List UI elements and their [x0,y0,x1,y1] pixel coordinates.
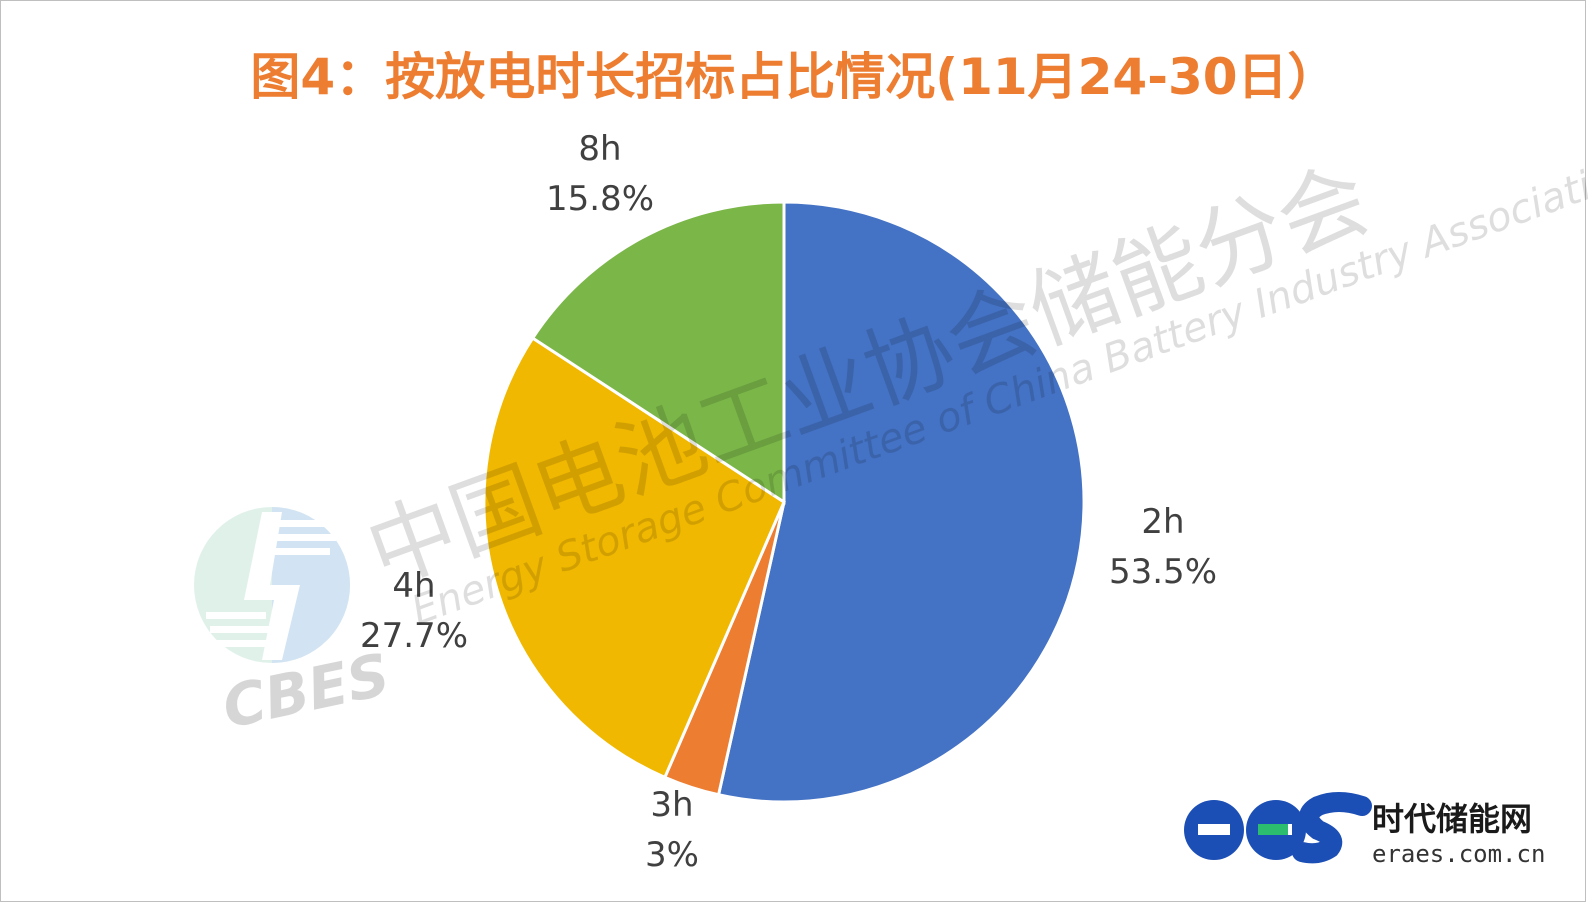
ees-brand-logo: 时代储能网 eraes.com.cn [1184,792,1545,868]
cbes-logo-circle-right [272,507,350,663]
slice-label-3h-name: 3h [650,785,693,825]
slice-label-4h-value: 27.7% [360,616,468,656]
slice-label-2h-name: 2h [1141,502,1184,542]
pie [482,200,1086,804]
slice-label-2h-value: 53.5% [1109,552,1217,592]
lightning-bolt-icon [244,512,300,660]
ees-brand-name: 时代储能网 [1372,800,1532,838]
label-4h: 4h 27.7% [360,566,468,656]
ees-logo-icon [1184,792,1372,864]
slice-label-4h-name: 4h [392,566,435,606]
chart-title: 图4：按放电时长招标占比情况(11月24-30日） [250,48,1337,106]
label-8h: 8h 15.8% [546,129,654,219]
cbes-watermark-logo [194,507,350,663]
pie-slice-8h [530,200,786,505]
cbes-logo-stripes [206,520,336,647]
slice-label-8h-value: 15.8% [546,179,654,219]
slice-label-3h-value: 3% [645,835,699,875]
ees-brand-url: eraes.com.cn [1372,840,1545,868]
pie-slice-4h [482,336,786,780]
slice-label-8h-name: 8h [578,129,621,169]
label-2h: 2h 53.5% [1109,502,1217,592]
pie-slice-2h [716,200,1086,804]
label-3h: 3h 3% [645,785,699,875]
cbes-logo-circle-left [194,507,350,663]
